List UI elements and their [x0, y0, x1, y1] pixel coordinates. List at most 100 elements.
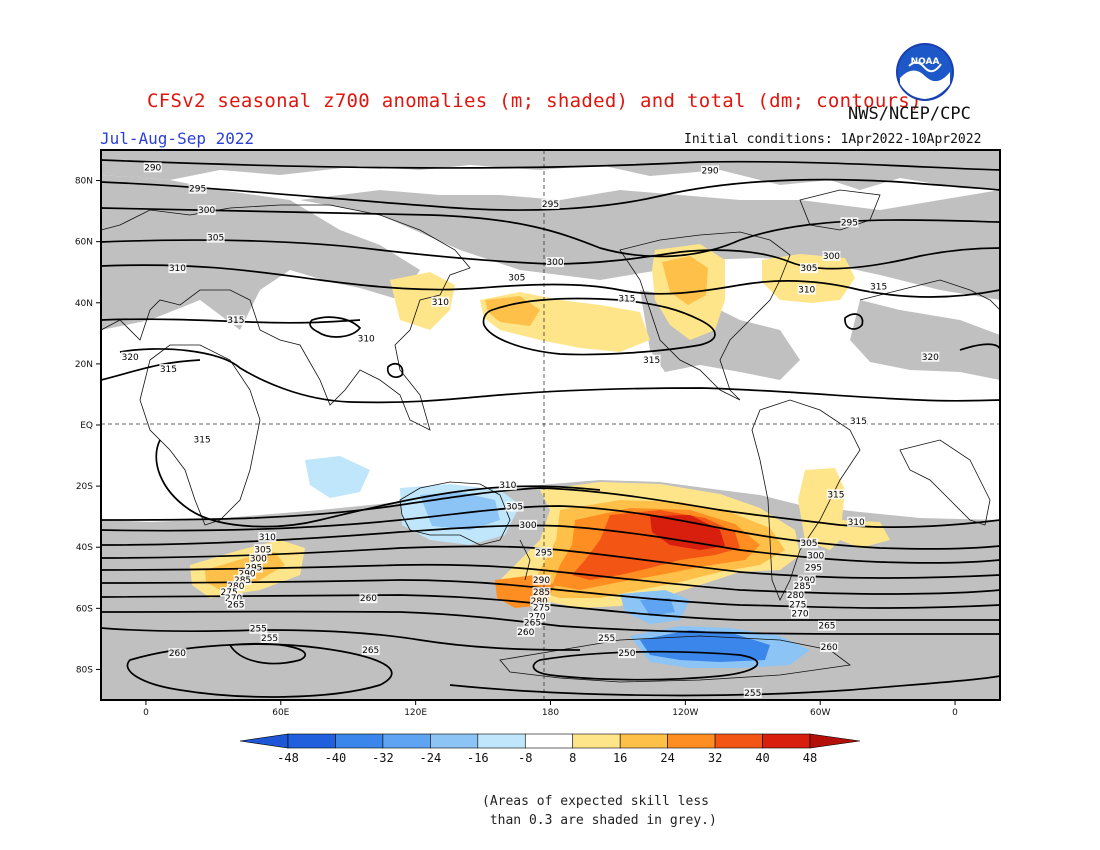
initial-conditions-label: Initial conditions: 1Apr2022-10Apr2022: [684, 132, 982, 147]
contour-label: 255: [249, 623, 268, 635]
colorbar-tick-label: 32: [708, 751, 722, 765]
contour-label: 270: [528, 611, 547, 623]
contour-labels: 2902953003053103153203153152953003053103…: [121, 162, 940, 699]
contour-label: 300: [806, 550, 825, 561]
colorbar-segment: [287, 733, 336, 749]
colorbar-tick-label: -40: [325, 751, 347, 765]
contour-label: 315: [226, 315, 245, 326]
contour-label-text: 265: [227, 600, 244, 610]
lat-tick-label: 80N: [75, 177, 93, 187]
contour-label: 250: [617, 648, 636, 659]
colorbar-segment: [619, 733, 668, 749]
lat-tick-label: 40N: [75, 299, 93, 309]
contour-label-text: 295: [841, 218, 858, 228]
coastlines: [101, 189, 1000, 683]
contour-label: 265: [817, 620, 836, 632]
colorbar-tick-label: 16: [613, 751, 627, 765]
colorbar-tick-label: -16: [467, 751, 489, 765]
contour-label-text: 295: [535, 548, 552, 558]
contour-label-text: 280: [787, 591, 804, 601]
contour-label-text: 290: [701, 166, 718, 176]
contour-label: 290: [143, 162, 162, 173]
skill-footnote: (Areas of expected skill less than 0.3 a…: [482, 794, 717, 828]
lon-tick-label: 0: [952, 708, 958, 718]
contour-label-text: 310: [259, 533, 276, 543]
contour-label: 315: [826, 489, 845, 500]
contour-label-text: 290: [798, 576, 815, 586]
colorbar-segment: [762, 733, 811, 749]
colorbar-segment: [714, 733, 763, 749]
colorbar-tick-label: -8: [518, 751, 532, 765]
lat-tick-label: 60N: [75, 238, 93, 248]
contour-label-text: 290: [144, 163, 161, 173]
contour-label-text: 295: [245, 564, 262, 574]
contour-label: 260: [820, 642, 839, 653]
lon-tick-label: 0: [143, 708, 149, 718]
contour-label: 265: [523, 617, 542, 629]
contour-label-text: 310: [358, 334, 375, 344]
contour-label-text: 305: [508, 273, 525, 283]
contour-label: 305: [206, 232, 225, 244]
lon-tick-label: 60E: [272, 708, 289, 718]
contour-label-text: 300: [546, 258, 563, 268]
contour-label-text: 285: [794, 582, 811, 592]
contour-label-text: 305: [800, 264, 817, 274]
contour-label: 255: [597, 632, 616, 644]
contour-label: 315: [617, 293, 636, 305]
contour-label-text: 315: [227, 316, 244, 326]
lon-tick-label: 120E: [404, 708, 427, 718]
contour-label-text: 255: [598, 634, 615, 644]
contour-label-text: 315: [827, 490, 844, 500]
contour-label-text: 305: [254, 545, 271, 555]
height-contours: [101, 159, 1000, 698]
contour-label-text: 305: [506, 503, 523, 513]
map-title: CFSv2 seasonal z700 anomalies (m; shaded…: [147, 90, 922, 112]
colorbar-segment: [382, 733, 431, 749]
colorbar-tick-label: 24: [660, 751, 674, 765]
contour-label: 305: [799, 263, 818, 274]
contour-label-text: 300: [198, 206, 215, 216]
colorbar-tick-label: -32: [372, 751, 394, 765]
contour-label: 260: [168, 648, 187, 659]
contour-label: 315: [642, 354, 661, 366]
colorbar-segment: [524, 733, 574, 749]
longitude-axis: 0 60E 120E 180 120W 60W 0: [143, 700, 958, 718]
contour-label: 300: [822, 250, 841, 262]
colorbar-segment: [667, 733, 716, 749]
lat-tick-label: 20S: [76, 482, 93, 492]
contour-label: 295: [840, 217, 859, 228]
contour-label-text: 275: [533, 603, 550, 613]
contour-label: 290: [532, 574, 551, 586]
colorbar-segment: [430, 733, 479, 749]
colorbar-segment: [335, 733, 384, 749]
colorbar-tick-label: 48: [803, 751, 817, 765]
colorbar-tick-label: 40: [755, 751, 769, 765]
lon-tick-label: 180: [542, 708, 559, 718]
contour-label-text: 300: [519, 521, 536, 531]
contour-label-text: 275: [789, 600, 806, 610]
contour-label: 295: [534, 547, 553, 558]
map-plot-area: 2902953003053103153203153152953003053103…: [101, 150, 1000, 700]
contour-label: 280: [530, 596, 549, 607]
contour-label: 285: [793, 580, 812, 592]
contour-label: 310: [847, 516, 866, 528]
contour-label: 260: [516, 626, 535, 638]
lon-tick-label: 60W: [810, 708, 830, 718]
colorbar-tick-label: -48: [277, 751, 299, 765]
contour-label-text: 255: [261, 634, 278, 644]
contour-label: 320: [121, 351, 140, 363]
contour-label-text: 255: [744, 689, 761, 699]
contour-label-text: 315: [160, 365, 177, 375]
contour-label-text: 300: [823, 252, 840, 262]
contour-label-text: 305: [207, 234, 224, 244]
noaa-logo: NOAA: [896, 43, 954, 101]
contour-label: 305: [799, 538, 818, 549]
contour-label-text: 310: [798, 286, 815, 296]
contour-label-text: 295: [805, 564, 822, 574]
contour-label: 285: [532, 587, 551, 598]
contour-label: 310: [168, 263, 187, 274]
contour-label-text: 300: [250, 554, 267, 564]
contour-label: 305: [505, 501, 524, 513]
colorbar-tick-label: -24: [420, 751, 442, 765]
